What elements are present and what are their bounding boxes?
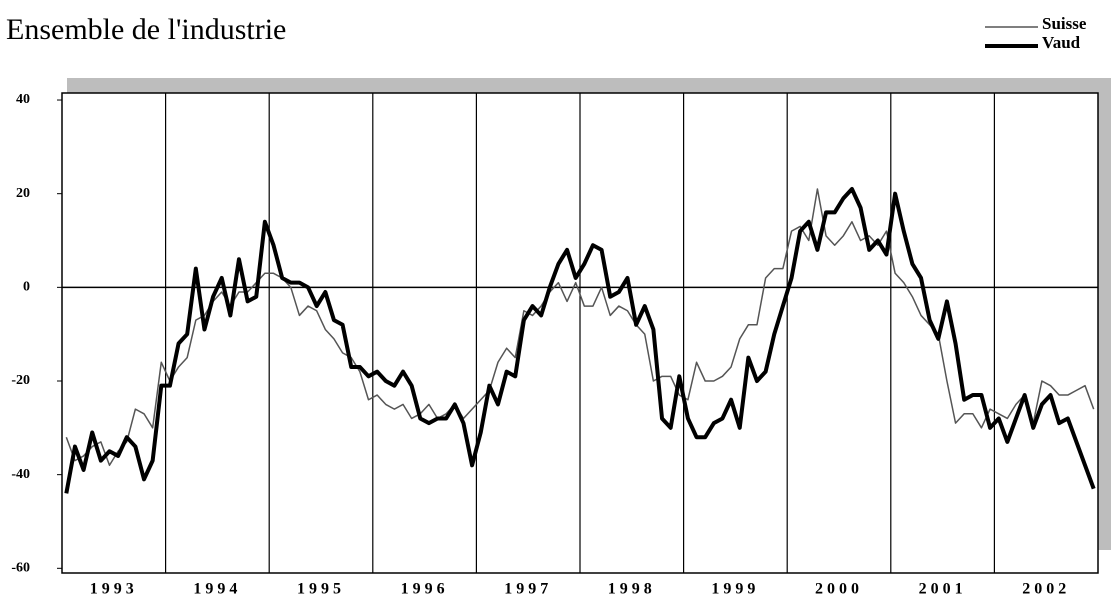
x-tick-label: 1997 xyxy=(504,581,552,598)
y-tick-label: -60 xyxy=(11,561,30,576)
x-tick-label: 1998 xyxy=(608,581,656,598)
y-tick-label: 40 xyxy=(16,92,30,107)
chart-title: Ensemble de l'industrie xyxy=(6,13,286,46)
y-tick-label: -20 xyxy=(11,373,30,388)
shadow xyxy=(1098,78,1111,550)
x-tick-label: 1999 xyxy=(711,581,759,598)
shadow xyxy=(67,78,1111,93)
y-tick-label: -40 xyxy=(11,467,30,482)
series-line xyxy=(65,188,1095,467)
x-tick-label: 1996 xyxy=(401,581,449,598)
legend-label: Vaud xyxy=(1042,33,1081,52)
legend-label: Suisse xyxy=(1042,14,1087,33)
y-tick-label: 0 xyxy=(23,280,30,295)
x-tick-label: 2000 xyxy=(815,581,863,598)
x-tick-label: 2001 xyxy=(919,581,967,598)
x-tick-label: 1995 xyxy=(297,581,345,598)
x-tick-label: 1993 xyxy=(90,581,138,598)
x-tick-label: 2002 xyxy=(1022,581,1070,598)
x-tick-label: 1994 xyxy=(193,581,241,598)
series-line xyxy=(64,187,1096,494)
y-tick-label: 20 xyxy=(16,186,30,201)
